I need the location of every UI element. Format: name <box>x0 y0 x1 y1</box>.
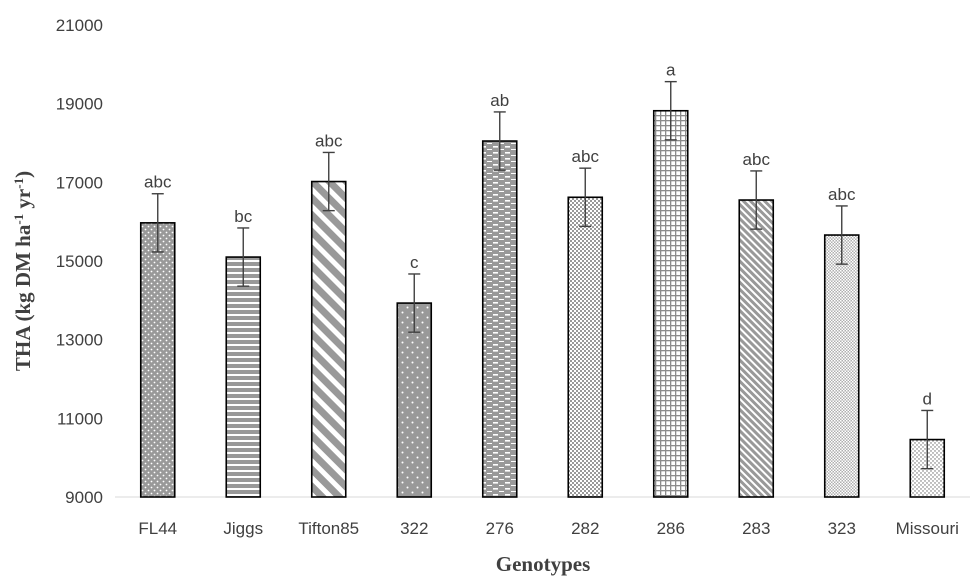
x-tick-label: 283 <box>742 519 770 538</box>
error-bar <box>750 170 763 230</box>
error-bar <box>921 409 934 470</box>
y-tick-label: 13000 <box>56 331 103 350</box>
significance-label: ab <box>490 91 509 110</box>
error-bar <box>493 111 506 171</box>
y-tick-label: 17000 <box>56 173 103 192</box>
x-tick-label: Jiggs <box>223 519 263 538</box>
x-axis-title: Genotypes <box>496 552 591 576</box>
x-tick-label: 282 <box>571 519 599 538</box>
significance-label: c <box>410 253 419 272</box>
y-tick-label: 15000 <box>56 252 103 271</box>
significance-label: d <box>923 389 932 408</box>
bar <box>225 256 262 498</box>
x-tick-label: 322 <box>400 519 428 538</box>
x-tick-label: FL44 <box>138 519 177 538</box>
significance-label: abc <box>144 173 172 192</box>
error-bar <box>237 227 250 287</box>
bar <box>567 196 604 498</box>
error-bar <box>408 273 421 333</box>
bar <box>310 180 347 498</box>
bars: abc bc abc c ab abc a abc abc d <box>139 61 946 498</box>
error-bar <box>664 80 677 141</box>
significance-label: abc <box>828 185 856 204</box>
y-tick-label: 19000 <box>56 95 103 114</box>
x-axis: FL44 Jiggs Tifton85 322 276 282 286 283 323 Misso… <box>115 496 970 538</box>
y-tick-label: 21000 <box>56 16 103 35</box>
x-tick-label: 276 <box>486 519 514 538</box>
significance-label: bc <box>234 207 252 226</box>
bar <box>481 140 518 498</box>
y-tick-label: 9000 <box>65 488 103 507</box>
significance-label: abc <box>743 150 771 169</box>
error-bar <box>835 205 848 265</box>
bar <box>823 234 860 498</box>
bar <box>139 222 176 498</box>
x-tick-label: Tifton85 <box>298 519 359 538</box>
bar <box>738 199 775 498</box>
x-tick-label: 323 <box>828 519 856 538</box>
bar <box>652 109 689 498</box>
significance-label: abc <box>315 131 343 150</box>
y-axis: 9000 11000 13000 15000 17000 19000 21000 <box>56 16 103 507</box>
significance-label: a <box>666 61 676 80</box>
x-tick-label: Missouri <box>896 519 959 538</box>
error-bar <box>322 151 335 212</box>
y-axis-title: THA (kg DM ha-1 yr-1) <box>11 171 36 371</box>
y-tick-label: 11000 <box>57 409 103 428</box>
significance-label: abc <box>572 147 600 166</box>
error-bar <box>579 167 592 228</box>
x-tick-label: 286 <box>657 519 685 538</box>
error-bar <box>151 193 164 253</box>
